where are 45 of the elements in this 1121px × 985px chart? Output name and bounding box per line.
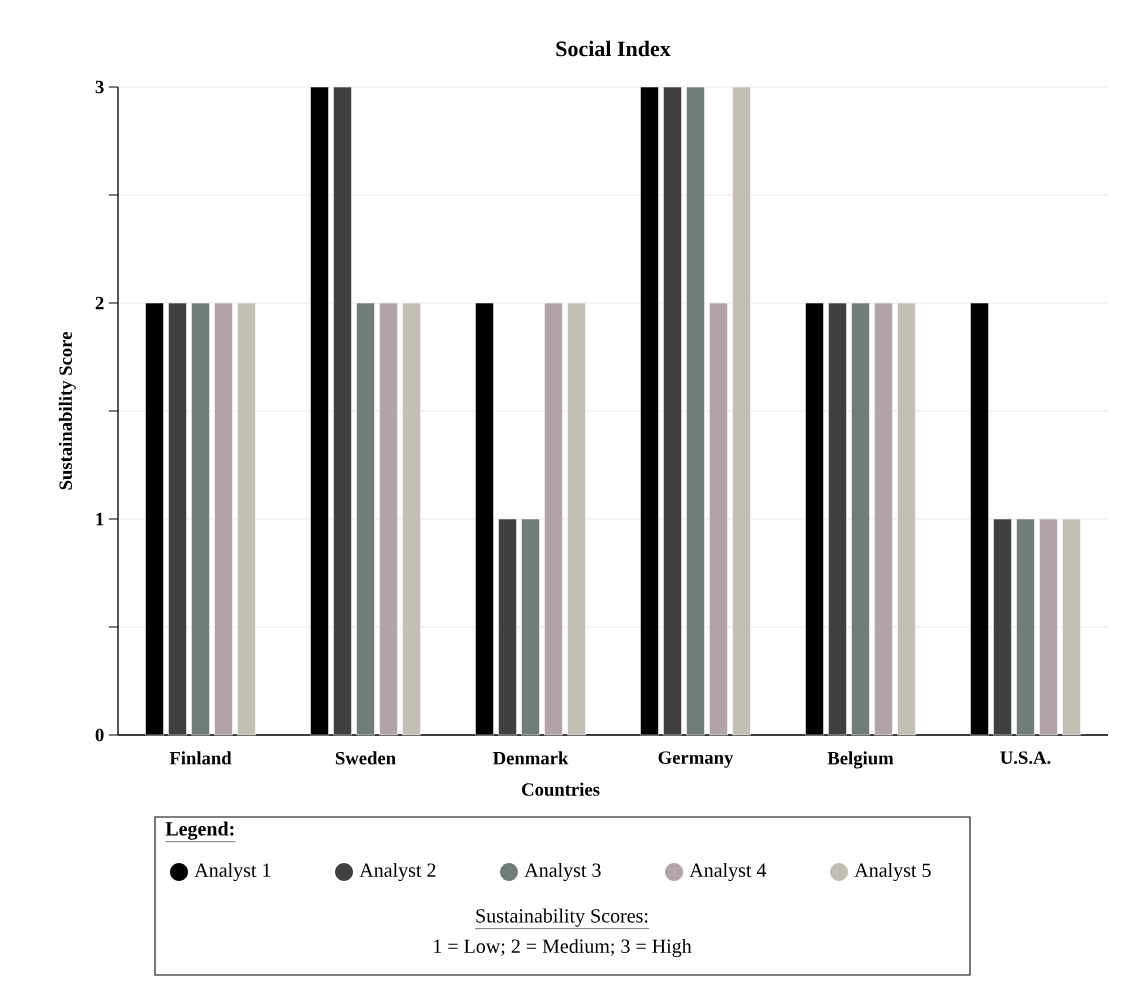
bar xyxy=(1016,518,1035,736)
text: Sustainability Scores: xyxy=(476,908,648,927)
bar xyxy=(851,302,870,736)
bar xyxy=(356,302,375,736)
y-tick-label: 1 xyxy=(96,512,104,526)
legend-label: Analyst 3 xyxy=(524,862,601,882)
x-tick-label: Sweden xyxy=(335,751,396,765)
bar xyxy=(498,518,517,736)
x-axis-title: Countries xyxy=(522,782,600,796)
y-tick-label: 3 xyxy=(95,80,104,94)
legend-label: Analyst 2 xyxy=(359,862,436,882)
bar xyxy=(897,302,916,736)
chart-title: Social Index xyxy=(556,40,671,57)
bar xyxy=(1062,518,1081,736)
bar xyxy=(828,302,847,736)
bar xyxy=(521,518,540,736)
bar xyxy=(1039,518,1058,736)
x-tick-label: Denmark xyxy=(492,751,569,765)
bar xyxy=(544,302,563,736)
bar xyxy=(686,86,705,736)
bar xyxy=(237,302,256,736)
bar xyxy=(567,302,586,736)
bar xyxy=(191,302,210,736)
x-tick-label: U.S.A. xyxy=(1000,751,1051,765)
bar xyxy=(709,302,728,736)
bar xyxy=(214,302,233,736)
y-tick-label: 2 xyxy=(95,296,104,310)
x-tick-label: Belgium xyxy=(827,751,894,769)
y-tick-label: 0 xyxy=(95,728,104,742)
bar xyxy=(333,86,352,736)
bar xyxy=(379,302,398,736)
bar xyxy=(993,518,1012,736)
bar xyxy=(663,86,682,736)
bar xyxy=(402,302,421,736)
x-tick-label: Finland xyxy=(169,751,232,765)
x-tick-label: Germany xyxy=(658,751,734,768)
bar xyxy=(732,86,751,736)
legend-label: Analyst 5 xyxy=(854,862,931,882)
legend-label: Analyst 1 xyxy=(194,862,271,882)
y-axis-title: Sustainability Score xyxy=(58,332,76,490)
text: 1 = Low; 2 = Medium; 3 = High xyxy=(434,938,692,958)
legend-title: Legend: xyxy=(165,821,234,840)
legend-label: Analyst 4 xyxy=(689,862,767,882)
bar xyxy=(168,302,187,736)
bar xyxy=(874,302,893,736)
